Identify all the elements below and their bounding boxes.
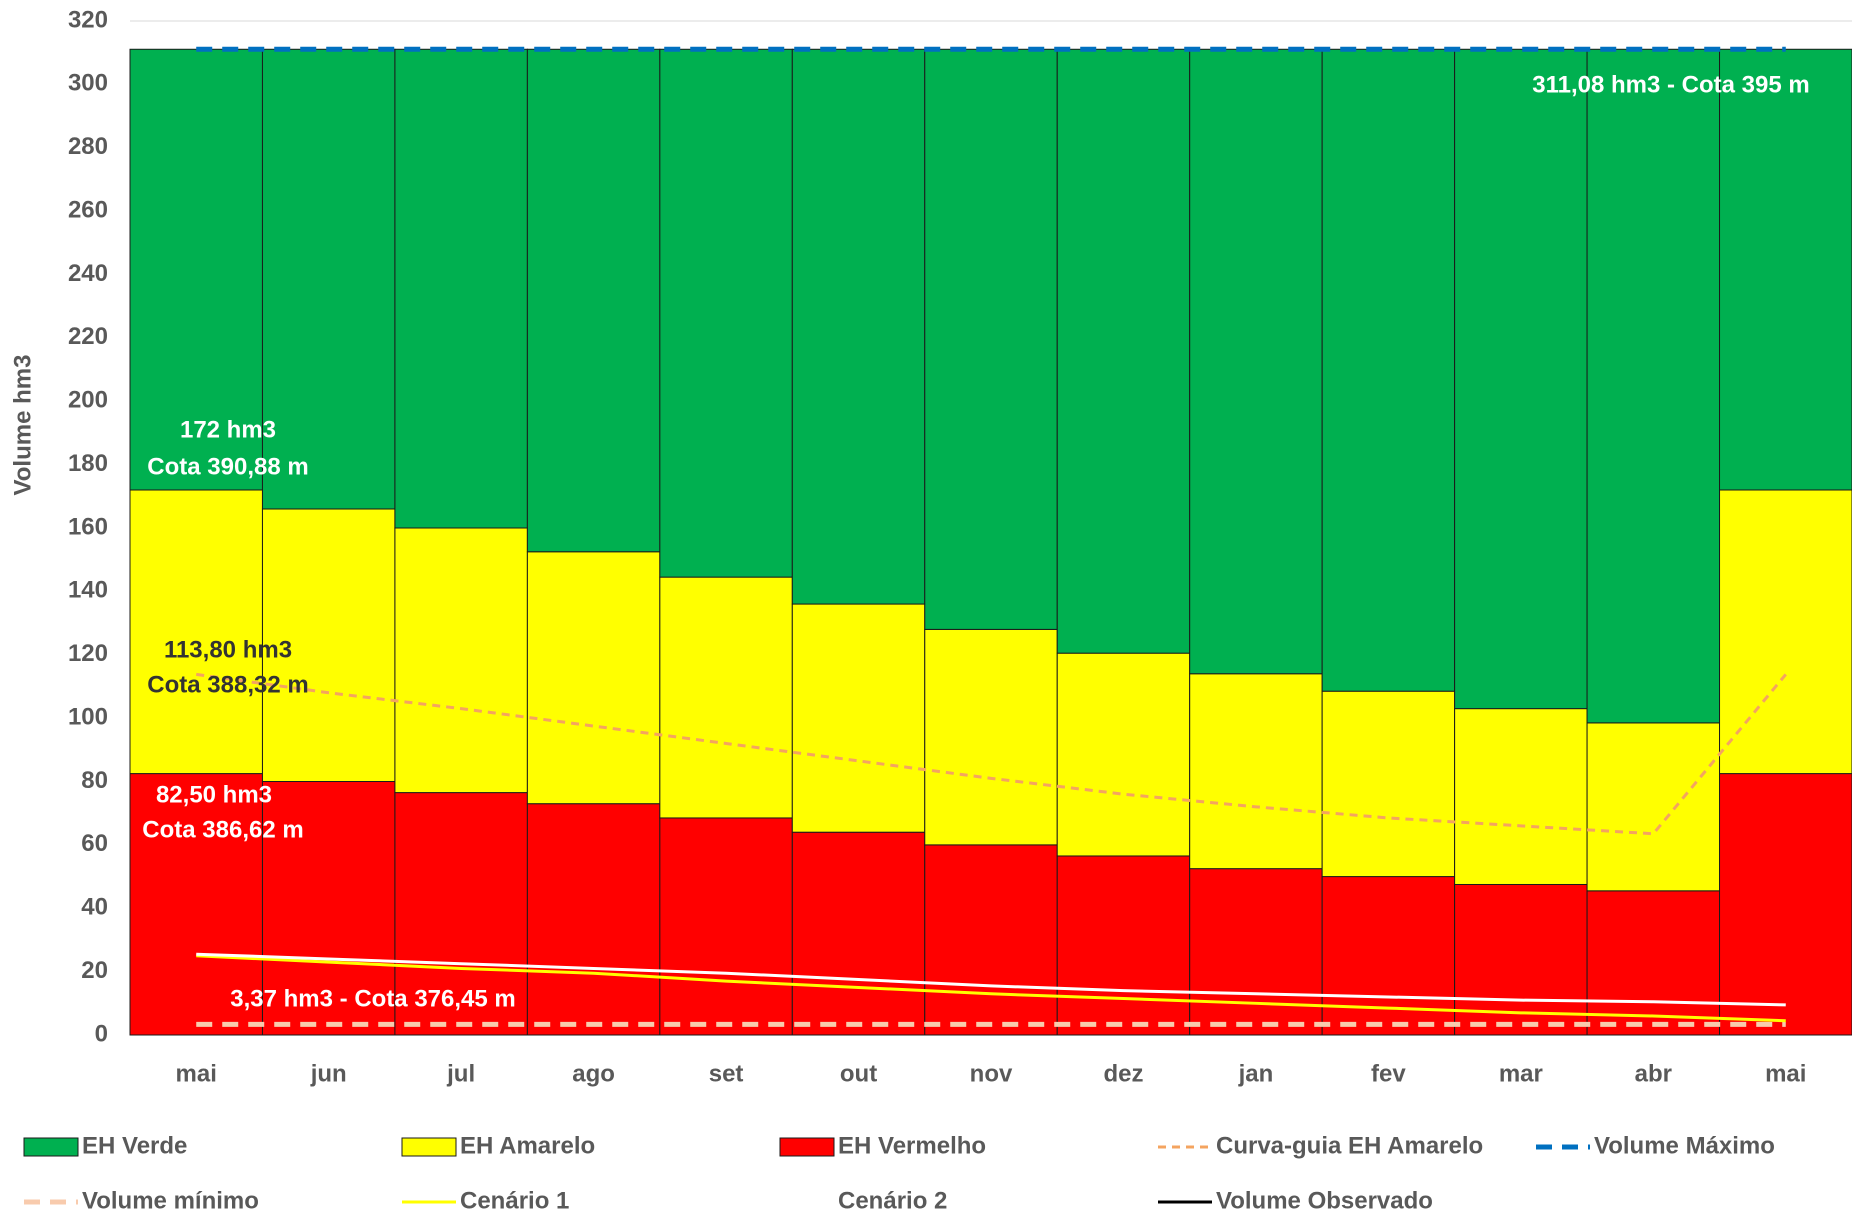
annotation: 172 hm3 — [180, 416, 276, 443]
bar-segment — [791, 603, 926, 833]
bar-segment — [129, 489, 263, 775]
bar-segment — [394, 48, 528, 529]
bar-segment — [1056, 48, 1191, 654]
line-series — [196, 952, 1786, 1007]
bar-segment — [924, 48, 1058, 630]
x-tick-label: fev — [1371, 1060, 1406, 1087]
annotation: Cota 390,88 m — [147, 453, 308, 480]
x-tick-label: mai — [176, 1060, 217, 1087]
bar-segment — [1321, 690, 1456, 878]
x-tick-label: dez — [1103, 1060, 1143, 1087]
bar-segment — [394, 527, 528, 794]
legend-label: Volume Máximo — [1594, 1132, 1775, 1159]
legend-label: EH Verde — [82, 1132, 187, 1159]
legend-label: EH Amarelo — [460, 1132, 595, 1159]
line-series — [196, 954, 1786, 1023]
bar-segment — [659, 48, 793, 578]
x-tick-label: abr — [1635, 1060, 1672, 1087]
y-tick-label: 220 — [68, 323, 108, 350]
bar-segment — [1586, 48, 1721, 724]
bar-segment — [1056, 652, 1191, 857]
bar-segment — [1586, 722, 1721, 892]
x-tick-label: out — [840, 1060, 877, 1087]
annotation: Cota 386,62 m — [142, 816, 303, 843]
annotation: 113,80 hm3 — [164, 636, 292, 663]
x-tick-label: set — [709, 1060, 744, 1087]
bar-segment — [1454, 48, 1588, 710]
legend-swatch — [779, 1137, 835, 1157]
legend-label: Curva-guia EH Amarelo — [1216, 1132, 1483, 1159]
bar-segment — [1719, 773, 1852, 1036]
y-tick-label: 280 — [68, 133, 108, 160]
legend-label: Cenário 1 — [460, 1187, 569, 1214]
bar-segment — [1719, 48, 1852, 491]
bar-segment — [1056, 855, 1191, 1036]
y-tick-label: 20 — [81, 957, 108, 984]
y-tick-label: 140 — [68, 577, 108, 604]
x-tick-label: ago — [572, 1060, 615, 1087]
annotation: 82,50 hm3 — [156, 781, 272, 808]
bar-segment — [261, 781, 396, 1036]
bar-segment — [129, 48, 263, 491]
annotation: 3,37 hm3 - Cota 376,45 m — [230, 985, 515, 1012]
bar-segment — [1321, 876, 1456, 1036]
x-tick-label: mai — [1765, 1060, 1806, 1087]
bar-segment — [791, 48, 926, 605]
bar-segment — [1189, 673, 1323, 870]
legend-label: Volume mínimo — [82, 1187, 259, 1214]
y-tick-label: 0 — [95, 1020, 108, 1047]
annotation: 311,08 hm3 - Cota 395 m — [1532, 71, 1809, 98]
legend-swatch — [23, 1137, 79, 1157]
legend-swatch — [401, 1137, 457, 1157]
bar-segment — [1454, 708, 1588, 885]
bar-segment — [659, 576, 793, 819]
y-tick-label: 40 — [81, 894, 108, 921]
legend-label: EH Vermelho — [838, 1132, 986, 1159]
x-tick-label: nov — [970, 1060, 1013, 1087]
legend-label: Cenário 2 — [838, 1187, 947, 1214]
bar-segment — [924, 628, 1058, 846]
annotation: Cota 388,32 m — [147, 671, 308, 698]
y-tick-label: 200 — [68, 387, 108, 414]
line-series — [196, 672, 1787, 836]
y-axis-label: Volume hm3 — [9, 355, 36, 496]
bar-segment — [129, 773, 263, 1036]
y-tick-label: 320 — [68, 6, 108, 33]
y-tick-label: 100 — [68, 703, 108, 730]
bar-segment — [526, 803, 661, 1036]
bar-segment — [791, 831, 926, 1036]
y-tick-label: 240 — [68, 260, 108, 287]
y-tick-label: 260 — [68, 196, 108, 223]
bar-segment — [1189, 48, 1323, 675]
x-tick-label: jun — [310, 1060, 347, 1087]
y-tick-label: 300 — [68, 70, 108, 97]
y-tick-label: 180 — [68, 450, 108, 477]
bar-segment — [1321, 48, 1456, 692]
y-tick-label: 80 — [81, 767, 108, 794]
bar-segment — [261, 508, 396, 782]
bar-segment — [526, 48, 661, 553]
x-tick-label: jul — [446, 1060, 475, 1087]
x-tick-label: jan — [1238, 1060, 1274, 1087]
legend-label: Volume Observado — [1216, 1187, 1433, 1214]
y-tick-label: 120 — [68, 640, 108, 667]
bar-segment — [659, 817, 793, 1036]
bar-segment — [1586, 890, 1721, 1036]
bar-segment — [924, 844, 1058, 1036]
y-tick-label: 60 — [81, 830, 108, 857]
bar-segment — [1189, 868, 1323, 1036]
y-tick-label: 160 — [68, 513, 108, 540]
bar-segment — [526, 551, 661, 805]
x-tick-label: mar — [1499, 1060, 1543, 1087]
bar-segment — [261, 48, 396, 510]
